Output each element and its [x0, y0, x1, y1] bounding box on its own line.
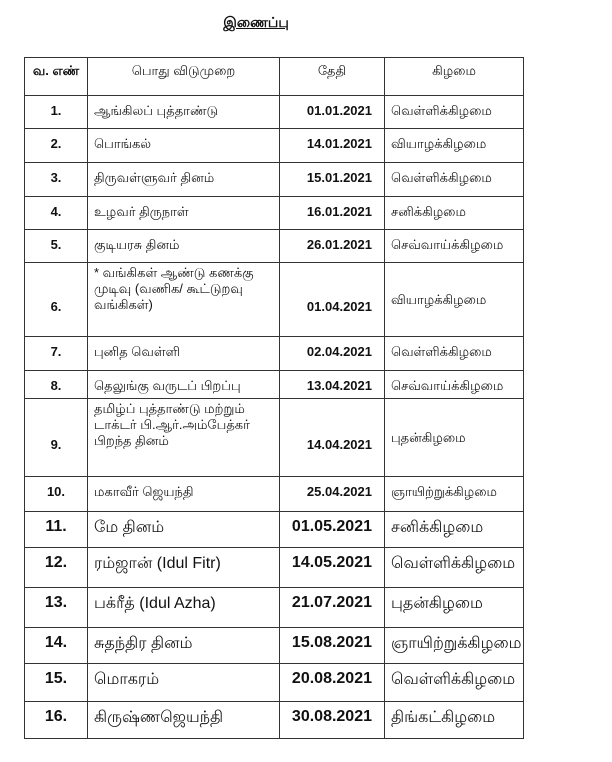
serial-number: 4.	[24, 196, 88, 230]
weekday: வெள்ளிக்கிழமை	[384, 336, 524, 371]
serial-number: 12.	[24, 547, 88, 588]
holiday-date: 20.08.2021	[279, 663, 385, 702]
holiday-date: 30.08.2021	[279, 701, 385, 739]
serial-number: 13.	[24, 587, 88, 628]
holiday-date: 15.01.2021	[279, 162, 385, 197]
holiday-name: குடியரசு தினம்	[87, 229, 280, 263]
page-title: இணைப்பு	[223, 14, 289, 30]
header-day: கிழமை	[384, 57, 524, 96]
holiday-name: மொகரம்	[87, 663, 280, 702]
table-row: 4. உழவர் திருநாள் 16.01.2021 சனிக்கிழமை	[24, 196, 524, 230]
weekday: வியாழக்கிழமை	[384, 262, 524, 337]
header-serial: வ. எண்	[24, 57, 88, 96]
holiday-date: 16.01.2021	[279, 196, 385, 230]
table-row: 11. மே தினம் 01.05.2021 சனிக்கிழமை	[24, 511, 524, 548]
holiday-date: 14.04.2021	[279, 398, 385, 477]
holiday-date: 14.01.2021	[279, 128, 385, 163]
table-row: 8. தெலுங்கு வருடப் பிறப்பு 13.04.2021 செவ்வ…	[24, 370, 524, 399]
table-row: 1. ஆங்கிலப் புத்தாண்டு 01.01.2021 வெள்ளிக்க…	[24, 95, 524, 129]
holiday-date: 01.01.2021	[279, 95, 385, 129]
table-row: 7. புனித வெள்ளி 02.04.2021 வெள்ளிக்கிழமை	[24, 336, 524, 371]
holiday-name: பொங்கல்	[87, 128, 280, 163]
holiday-name: சுதந்திர தினம்	[87, 627, 280, 664]
serial-number: 3.	[24, 162, 88, 197]
table-row: 16. கிருஷ்ணஜெயந்தி 30.08.2021 திங்கட்கிழமை	[24, 701, 524, 739]
holiday-date: 01.05.2021	[279, 511, 385, 548]
table-row: 10. மகாவீர் ஜெயந்தி 25.04.2021 ஞாயிற்றுக்கி…	[24, 476, 524, 512]
table-row: 3. திருவள்ளுவர் தினம் 15.01.2021 வெள்ளிக்கி…	[24, 162, 524, 197]
table-row: 5. குடியரசு தினம் 26.01.2021 செவ்வாய்க்கிழம…	[24, 229, 524, 263]
weekday: செவ்வாய்க்கிழமை	[384, 229, 524, 263]
holiday-date: 15.08.2021	[279, 627, 385, 664]
serial-number: 8.	[24, 370, 88, 399]
table-header-row: வ. எண் பொது விடுமுறை தேதி கிழமை	[24, 57, 524, 96]
holiday-date: 21.07.2021	[279, 587, 385, 628]
header-holiday: பொது விடுமுறை	[87, 57, 280, 96]
holiday-table: வ. எண் பொது விடுமுறை தேதி கிழமை 1. ஆங்கில…	[24, 57, 524, 739]
table-row: 14. சுதந்திர தினம் 15.08.2021 ஞாயிற்றுக்கிழ…	[24, 627, 524, 664]
serial-number: 16.	[24, 701, 88, 739]
table-row: 15. மொகரம் 20.08.2021 வெள்ளிக்கிழமை	[24, 663, 524, 702]
weekday: செவ்வாய்க்கிழமை	[384, 370, 524, 399]
weekday: சனிக்கிழமை	[384, 196, 524, 230]
weekday: வெள்ளிக்கிழமை	[384, 95, 524, 129]
holiday-date: 02.04.2021	[279, 336, 385, 371]
holiday-date: 13.04.2021	[279, 370, 385, 399]
weekday: வெள்ளிக்கிழமை	[384, 162, 524, 197]
holiday-name: கிருஷ்ணஜெயந்தி	[87, 701, 280, 739]
holiday-name: ஆங்கிலப் புத்தாண்டு	[87, 95, 280, 129]
holiday-date: 01.04.2021	[279, 262, 385, 337]
table-row: 13. பக்ரீத் (Idul Azha) 21.07.2021 புதன்கிழ…	[24, 587, 524, 628]
holiday-name: திருவள்ளுவர் தினம்	[87, 162, 280, 197]
table-row: 12. ரம்ஜான் (Idul Fitr) 14.05.2021 வெள்ளிக்…	[24, 547, 524, 588]
header-date: தேதி	[279, 57, 385, 96]
holiday-name: உழவர் திருநாள்	[87, 196, 280, 230]
serial-number: 9.	[24, 398, 88, 477]
holiday-name: தமிழ்ப் புத்தாண்டு மற்றும் டாக்டர் பி.ஆர…	[87, 398, 280, 477]
holiday-name: * வங்கிகள் ஆண்டு கணக்கு முடிவு (வணிக/ கூ…	[87, 262, 280, 337]
serial-number: 14.	[24, 627, 88, 664]
holiday-name: மகாவீர் ஜெயந்தி	[87, 476, 280, 512]
holiday-date: 26.01.2021	[279, 229, 385, 263]
weekday: ஞாயிற்றுக்கிழமை	[384, 476, 524, 512]
holiday-date: 14.05.2021	[279, 547, 385, 588]
weekday: புதன்கிழமை	[384, 587, 524, 628]
serial-number: 6.	[24, 262, 88, 337]
table-row: 6. * வங்கிகள் ஆண்டு கணக்கு முடிவு (வணிக/ …	[24, 262, 524, 337]
weekday: திங்கட்கிழமை	[384, 701, 524, 739]
weekday: வெள்ளிக்கிழமை	[384, 663, 524, 702]
holiday-name: புனித வெள்ளி	[87, 336, 280, 371]
serial-number: 10.	[24, 476, 88, 512]
serial-number: 5.	[24, 229, 88, 263]
holiday-name: தெலுங்கு வருடப் பிறப்பு	[87, 370, 280, 399]
serial-number: 15.	[24, 663, 88, 702]
table-row: 2. பொங்கல் 14.01.2021 வியாழக்கிழமை	[24, 128, 524, 163]
holiday-name: ரம்ஜான் (Idul Fitr)	[87, 547, 280, 588]
serial-number: 7.	[24, 336, 88, 371]
holiday-date: 25.04.2021	[279, 476, 385, 512]
holiday-name: மே தினம்	[87, 511, 280, 548]
serial-number: 11.	[24, 511, 88, 548]
weekday: வியாழக்கிழமை	[384, 128, 524, 163]
serial-number: 1.	[24, 95, 88, 129]
table-row: 9. தமிழ்ப் புத்தாண்டு மற்றும் டாக்டர் பி.…	[24, 398, 524, 477]
weekday: புதன்கிழமை	[384, 398, 524, 477]
weekday: வெள்ளிக்கிழமை	[384, 547, 524, 588]
serial-number: 2.	[24, 128, 88, 163]
weekday: ஞாயிற்றுக்கிழமை	[384, 627, 524, 664]
holiday-name: பக்ரீத் (Idul Azha)	[87, 587, 280, 628]
weekday: சனிக்கிழமை	[384, 511, 524, 548]
